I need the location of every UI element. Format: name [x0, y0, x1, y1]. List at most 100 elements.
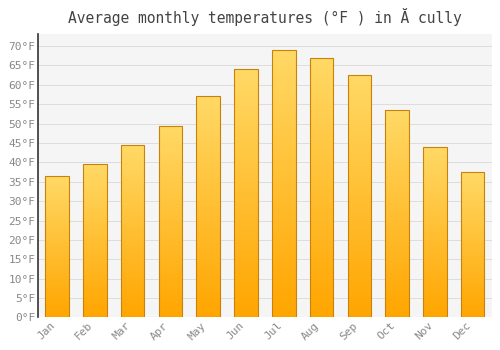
Bar: [196, 295, 220, 298]
Bar: [272, 261, 295, 264]
Bar: [121, 200, 144, 202]
Bar: [386, 139, 409, 141]
Bar: [386, 253, 409, 255]
Bar: [121, 288, 144, 290]
Bar: [386, 243, 409, 245]
Bar: [310, 125, 334, 128]
Bar: [461, 284, 484, 286]
Bar: [83, 184, 106, 186]
Bar: [386, 181, 409, 183]
Bar: [348, 119, 371, 121]
Bar: [234, 196, 258, 198]
Bar: [461, 281, 484, 282]
Bar: [424, 193, 446, 195]
Bar: [83, 244, 106, 245]
Bar: [348, 213, 371, 216]
Bar: [272, 125, 295, 127]
Bar: [46, 302, 68, 303]
Bar: [272, 272, 295, 275]
Bar: [158, 298, 182, 300]
Bar: [121, 216, 144, 217]
Bar: [424, 261, 446, 263]
Bar: [158, 218, 182, 219]
Bar: [272, 291, 295, 293]
Bar: [46, 238, 68, 240]
Bar: [46, 257, 68, 258]
Bar: [46, 210, 68, 211]
Bar: [386, 183, 409, 185]
Bar: [121, 209, 144, 210]
Bar: [348, 233, 371, 235]
Bar: [158, 170, 182, 172]
Bar: [461, 216, 484, 217]
Bar: [196, 154, 220, 156]
Bar: [424, 273, 446, 275]
Bar: [234, 216, 258, 218]
Bar: [272, 77, 295, 79]
Bar: [348, 223, 371, 225]
Bar: [272, 312, 295, 315]
Bar: [158, 245, 182, 246]
Bar: [424, 166, 446, 167]
Bar: [310, 201, 334, 203]
Bar: [158, 150, 182, 153]
Bar: [386, 245, 409, 247]
Bar: [46, 180, 68, 182]
Bar: [196, 229, 220, 231]
Bar: [158, 156, 182, 158]
Bar: [386, 116, 409, 118]
Bar: [386, 125, 409, 127]
Bar: [234, 77, 258, 79]
Bar: [461, 178, 484, 179]
Bar: [310, 247, 334, 250]
Bar: [461, 297, 484, 299]
Bar: [83, 209, 106, 210]
Bar: [310, 159, 334, 162]
Bar: [121, 250, 144, 252]
Bar: [348, 128, 371, 131]
Bar: [46, 231, 68, 233]
Bar: [348, 310, 371, 313]
Bar: [310, 97, 334, 99]
Title: Average monthly temperatures (°F ) in Ă cully: Average monthly temperatures (°F ) in Ă …: [68, 8, 462, 26]
Bar: [386, 280, 409, 282]
Bar: [272, 237, 295, 240]
Bar: [424, 249, 446, 251]
Bar: [348, 209, 371, 211]
Bar: [386, 122, 409, 125]
Bar: [310, 133, 334, 136]
Bar: [424, 161, 446, 162]
Bar: [83, 268, 106, 270]
Bar: [461, 264, 484, 265]
Bar: [196, 216, 220, 218]
Bar: [83, 278, 106, 279]
Bar: [461, 245, 484, 246]
Bar: [196, 275, 220, 278]
Bar: [310, 71, 334, 73]
Bar: [196, 315, 220, 317]
Bar: [234, 156, 258, 159]
Bar: [424, 275, 446, 276]
Bar: [348, 167, 371, 170]
Bar: [196, 236, 220, 238]
Bar: [272, 178, 295, 181]
Bar: [461, 219, 484, 220]
Bar: [310, 245, 334, 247]
Bar: [46, 303, 68, 305]
Bar: [46, 191, 68, 193]
Bar: [234, 117, 258, 119]
Bar: [272, 63, 295, 66]
Bar: [196, 194, 220, 196]
Bar: [310, 255, 334, 258]
Bar: [121, 286, 144, 288]
Bar: [310, 206, 334, 208]
Bar: [461, 232, 484, 233]
Bar: [386, 251, 409, 253]
Bar: [158, 239, 182, 241]
Bar: [46, 227, 68, 228]
Bar: [310, 154, 334, 156]
Bar: [272, 61, 295, 63]
Bar: [121, 171, 144, 173]
Bar: [461, 309, 484, 310]
Bar: [234, 211, 258, 213]
